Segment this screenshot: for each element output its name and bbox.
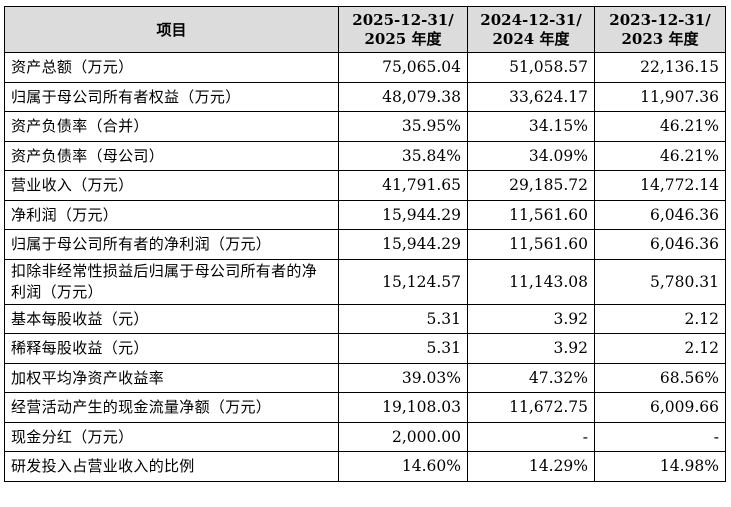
value-2024: - (467, 421, 595, 452)
value-2025: 2,000.00 (338, 421, 468, 452)
value-2025: 39.03% (338, 362, 468, 393)
table-body: 资产总额（万元） 75,065.04 51,058.57 22,136.15 归… (4, 52, 726, 482)
table-row: 稀释每股收益（元） 5.31 3.92 2.12 (4, 333, 726, 364)
value-2023: 14.98% (594, 451, 726, 482)
header-2025-year: 2025 年度 (364, 29, 442, 48)
table-row: 净利润（万元） 15,944.29 11,561.60 6,046.36 (4, 199, 726, 230)
value-2023: 46.21% (594, 140, 726, 171)
value-2024: 47.32% (467, 362, 595, 393)
value-2024: 29,185.72 (467, 170, 595, 201)
value-2024: 3.92 (467, 333, 595, 364)
value-2025: 5.31 (338, 333, 468, 364)
table-row: 归属于母公司所有者权益（万元） 48,079.38 33,624.17 11,9… (4, 81, 726, 112)
row-label: 资产总额（万元） (4, 52, 339, 83)
row-label: 资产负债率（合并） (4, 111, 339, 142)
row-label: 扣除非经常性损益后归属于母公司所有者的净利润（万元） (4, 258, 339, 305)
value-2024: 33,624.17 (467, 81, 595, 112)
value-2025: 35.95% (338, 111, 468, 142)
value-2025: 15,944.29 (338, 229, 468, 260)
header-2023: 2023-12-31/2023 年度 (594, 6, 726, 53)
value-2024: 34.09% (467, 140, 595, 171)
value-2025: 5.31 (338, 303, 468, 334)
table-row: 基本每股收益（元） 5.31 3.92 2.12 (4, 303, 726, 334)
header-row: 项目 2025-12-31/2025 年度 2024-12-31/2024 年度… (4, 6, 726, 53)
row-label: 净利润（万元） (4, 199, 339, 230)
header-2024-date: 2024-12-31/ (480, 10, 582, 29)
table-row: 经营活动产生的现金流量净额（万元） 19,108.03 11,672.75 6,… (4, 392, 726, 423)
financial-indicators-table: 项目 2025-12-31/2025 年度 2024-12-31/2024 年度… (4, 6, 726, 482)
table-row: 资产负债率（母公司） 35.84% 34.09% 46.21% (4, 140, 726, 171)
header-2025: 2025-12-31/2025 年度 (338, 6, 468, 53)
table-row: 资产负债率（合并） 35.95% 34.15% 46.21% (4, 111, 726, 142)
value-2025: 48,079.38 (338, 81, 468, 112)
value-2023: 68.56% (594, 362, 726, 393)
table-row: 现金分红（万元） 2,000.00 - - (4, 421, 726, 452)
value-2025: 75,065.04 (338, 52, 468, 83)
value-2025: 35.84% (338, 140, 468, 171)
value-2024: 11,561.60 (467, 199, 595, 230)
row-label: 经营活动产生的现金流量净额（万元） (4, 392, 339, 423)
table-row: 研发投入占营业收入的比例 14.60% 14.29% 14.98% (4, 451, 726, 482)
value-2023: 11,907.36 (594, 81, 726, 112)
row-label: 加权平均净资产收益率 (4, 362, 339, 393)
row-label: 归属于母公司所有者的净利润（万元） (4, 229, 339, 260)
row-label: 营业收入（万元） (4, 170, 339, 201)
value-2024: 11,672.75 (467, 392, 595, 423)
header-2023-year: 2023 年度 (621, 29, 699, 48)
value-2023: 2.12 (594, 303, 726, 334)
table-row: 加权平均净资产收益率 39.03% 47.32% 68.56% (4, 362, 726, 393)
value-2023: 14,772.14 (594, 170, 726, 201)
value-2023: 6,009.66 (594, 392, 726, 423)
value-2025: 14.60% (338, 451, 468, 482)
value-2023: 46.21% (594, 111, 726, 142)
row-label: 稀释每股收益（元） (4, 333, 339, 364)
value-2024: 14.29% (467, 451, 595, 482)
value-2024: 11,561.60 (467, 229, 595, 260)
value-2025: 15,124.57 (338, 258, 468, 305)
table-row: 营业收入（万元） 41,791.65 29,185.72 14,772.14 (4, 170, 726, 201)
value-2025: 41,791.65 (338, 170, 468, 201)
row-label: 资产负债率（母公司） (4, 140, 339, 171)
value-2025: 15,944.29 (338, 199, 468, 230)
table-header: 项目 2025-12-31/2025 年度 2024-12-31/2024 年度… (4, 6, 726, 53)
header-2024: 2024-12-31/2024 年度 (467, 6, 595, 53)
table-row: 资产总额（万元） 75,065.04 51,058.57 22,136.15 (4, 52, 726, 83)
row-label: 现金分红（万元） (4, 421, 339, 452)
header-item: 项目 (4, 6, 339, 53)
table-row: 扣除非经常性损益后归属于母公司所有者的净利润（万元） 15,124.57 11,… (4, 258, 726, 305)
value-2023: 2.12 (594, 333, 726, 364)
value-2024: 34.15% (467, 111, 595, 142)
row-label: 研发投入占营业收入的比例 (4, 451, 339, 482)
table-row: 归属于母公司所有者的净利润（万元） 15,944.29 11,561.60 6,… (4, 229, 726, 260)
value-2025: 19,108.03 (338, 392, 468, 423)
row-label: 归属于母公司所有者权益（万元） (4, 81, 339, 112)
value-2023: 6,046.36 (594, 229, 726, 260)
value-2023: 22,136.15 (594, 52, 726, 83)
value-2024: 11,143.08 (467, 258, 595, 305)
row-label: 基本每股收益（元） (4, 303, 339, 334)
value-2024: 3.92 (467, 303, 595, 334)
value-2024: 51,058.57 (467, 52, 595, 83)
value-2023: 6,046.36 (594, 199, 726, 230)
header-2024-year: 2024 年度 (492, 29, 570, 48)
header-2023-date: 2023-12-31/ (609, 10, 711, 29)
value-2023: 5,780.31 (594, 258, 726, 305)
value-2023: - (594, 421, 726, 452)
header-2025-date: 2025-12-31/ (352, 10, 454, 29)
